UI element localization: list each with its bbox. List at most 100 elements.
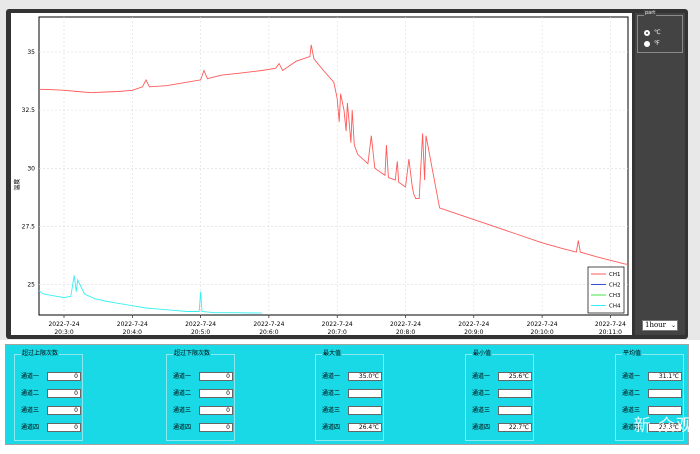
stat-group-0: 超过上限次数 通道一 0 通道二 0 通道三 0 通道四 0	[14, 350, 83, 441]
y-tick-label: 27.5	[22, 224, 36, 231]
stat-value-field[interactable]: 35.0℃	[348, 372, 382, 381]
stat-row-label: 通道一	[21, 373, 40, 380]
stat-row-label: 通道二	[173, 390, 192, 397]
y-axis-label: 温度	[13, 179, 21, 191]
stat-value-field[interactable]: 25.6℃	[498, 372, 532, 381]
stat-value-field[interactable]: 0	[47, 406, 81, 415]
stat-row: 通道二	[622, 389, 700, 399]
stat-row-label: 通道二	[622, 390, 641, 397]
series-line-ch1	[39, 44, 628, 265]
stat-value-field[interactable]: 0	[47, 389, 81, 398]
x-tick-date: 2022-7-24	[527, 321, 558, 328]
y-tick-label: 32.5	[22, 107, 36, 114]
stat-value-field[interactable]: 0	[199, 372, 233, 381]
stat-row-label: 通道三	[622, 407, 641, 414]
x-tick-time: 20:3:0	[54, 329, 73, 335]
unit-group: part ℃ ℉	[637, 10, 683, 53]
stat-row: 通道一 31.1℃	[622, 372, 700, 382]
stat-row: 通道四 26.4℃	[322, 423, 402, 433]
stat-value-field[interactable]: 0	[47, 372, 81, 381]
stat-row: 通道一 0	[21, 372, 101, 382]
stat-value-field[interactable]: 23.3℃	[648, 423, 682, 432]
stat-group-1: 超过下限次数 通道一 0 通道二 0 通道三 0 通道四 0	[166, 350, 235, 441]
x-tick-time: 20:7:0	[328, 329, 347, 335]
stat-value-field[interactable]: 22.7℃	[498, 423, 532, 432]
y-tick-label: 35	[27, 49, 35, 56]
stat-value-field[interactable]	[498, 389, 532, 398]
stat-row: 通道三 0	[173, 406, 253, 416]
chart-panel: 25 27.5 30 32.5 35 2022-7-24 20:3:0 2022-7-24 20…	[11, 13, 632, 335]
stat-row-label: 通道四	[173, 424, 192, 431]
series-line-ch4	[39, 275, 263, 314]
stat-row-label: 通道一	[472, 373, 491, 380]
stat-row-label: 通道二	[21, 390, 40, 397]
x-tick-time: 20:8:0	[396, 329, 415, 335]
stat-row-label: 通道三	[322, 407, 341, 414]
radio-fahrenheit-dot[interactable]	[644, 40, 650, 47]
side-panel: part ℃ ℉ 1hour ⌄	[635, 10, 685, 335]
main-window: 25 27.5 30 32.5 35 2022-7-24 20:3:0 2022-7-24 20…	[0, 0, 700, 340]
stat-row-label: 通道四	[472, 424, 491, 431]
x-tick-time: 20:4:0	[123, 329, 142, 335]
x-tick-date: 2022-7-24	[322, 321, 353, 328]
radio-celsius[interactable]: ℃	[644, 29, 661, 36]
time-range-select[interactable]: 1hour ⌄	[642, 320, 678, 331]
stat-value-field[interactable]: 0	[199, 406, 233, 415]
stat-value-field[interactable]	[648, 389, 682, 398]
stat-row-label: 通道四	[21, 424, 40, 431]
stat-row: 通道四 23.3℃	[622, 423, 700, 433]
stat-group-title: 最大值	[322, 350, 343, 358]
stat-row: 通道二 0	[173, 389, 253, 399]
stat-value-field[interactable]: 31.1℃	[648, 372, 682, 381]
y-tick-label: 25	[27, 282, 35, 289]
stat-row: 通道四 0	[21, 423, 101, 433]
x-tick-time: 20:6:0	[259, 329, 278, 335]
x-tick-date: 2022-7-24	[185, 321, 216, 328]
stat-value-field[interactable]: 0	[47, 423, 81, 432]
x-tick-date: 2022-7-24	[117, 321, 148, 328]
x-tick-date: 2022-7-24	[390, 321, 421, 328]
x-tick-date: 2022-7-24	[253, 321, 284, 328]
stat-row-label: 通道二	[322, 390, 341, 397]
stat-row: 通道二 0	[21, 389, 101, 399]
stat-value-field[interactable]	[348, 406, 382, 415]
stat-value-field[interactable]	[648, 406, 682, 415]
stat-value-field[interactable]: 0	[199, 389, 233, 398]
unit-group-title: part	[644, 10, 657, 17]
stat-row: 通道三 0	[21, 406, 101, 416]
legend-label: CH3	[609, 293, 621, 299]
time-range-value: 1hour	[645, 321, 667, 329]
x-tick-time: 20:5:0	[191, 329, 210, 335]
x-tick-date: 2022-7-24	[48, 321, 79, 328]
stat-row-label: 通道四	[622, 424, 641, 431]
legend-label: CH1	[609, 272, 620, 278]
plot-area	[38, 16, 629, 316]
stat-group-title: 最小值	[472, 350, 493, 358]
x-tick-time: 20:11:0	[599, 329, 622, 335]
stat-row-label: 通道二	[472, 390, 491, 397]
stats-panel: 超过上限次数 通道一 0 通道二 0 通道三 0 通道四 0 超过下限次数 通道一 0 通道二 0 通道三 0…	[5, 344, 689, 445]
stat-group-title: 超过下限次数	[173, 350, 212, 358]
stat-group-3: 最小值通道一 25.6℃ 通道二通道三通道四 22.7℃	[465, 350, 534, 441]
chevron-down-icon[interactable]: ⌄	[670, 322, 676, 329]
stat-value-field[interactable]: 26.4℃	[348, 423, 382, 432]
y-tick-label: 30	[27, 165, 35, 172]
legend-label: CH2	[609, 283, 620, 289]
stat-group-title: 超过上限次数	[21, 350, 60, 358]
stat-row-label: 通道三	[472, 407, 491, 414]
stat-group-2: 最大值 通道一 35.0℃ 通道二 通道三 通道四 26.4℃	[315, 350, 384, 441]
x-tick-time: 20:9:0	[464, 329, 483, 335]
stat-group-title: 平均值	[622, 350, 643, 358]
watermark-logo: 新 众观	[633, 416, 694, 436]
stat-row: 通道四 22.7℃	[472, 423, 552, 433]
stat-value-field[interactable]: 0	[199, 423, 233, 432]
stat-row: 通道三	[472, 406, 552, 416]
stat-value-field[interactable]	[348, 389, 382, 398]
radio-fahrenheit[interactable]: ℉	[644, 40, 660, 47]
radio-celsius-dot[interactable]	[644, 29, 650, 36]
x-tick-date: 2022-7-24	[458, 321, 489, 328]
stat-row: 通道三	[622, 406, 700, 416]
stat-value-field[interactable]	[498, 406, 532, 415]
stat-row: 通道一 0	[173, 372, 253, 382]
legend-label: CH4	[609, 304, 621, 310]
